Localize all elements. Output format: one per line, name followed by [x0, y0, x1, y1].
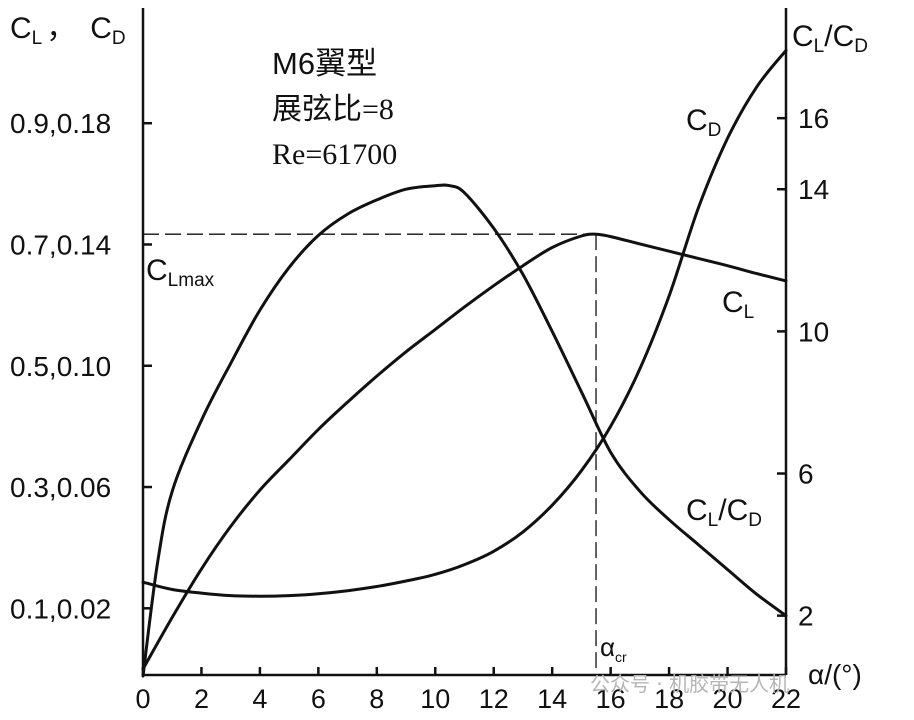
cl-curve — [141, 232, 788, 671]
series-label-cl: CL — [722, 286, 754, 323]
left-tick-label: 0.3,0.06 — [10, 472, 111, 503]
ticks: 0 2 4 6 8 10 12 14 16 18 20 22 0.1,0.02 0.3,0.06 0.5,0… — [10, 103, 829, 714]
x-axis-title: α/(°) — [808, 659, 862, 690]
x-tick-label: 14 — [537, 684, 567, 714]
x-tick-label: 18 — [654, 684, 684, 714]
x-tick-label: 0 — [135, 684, 150, 714]
clmax-label: CLmax — [146, 254, 215, 291]
left-tick-label: 0.1,0.02 — [10, 593, 111, 624]
right-tick-label: 16 — [798, 103, 829, 134]
cl-cd-ratio-curve — [141, 183, 788, 678]
airfoil-name: M6翼型 — [272, 46, 377, 81]
right-axis-title: CL/CD — [792, 20, 868, 57]
x-tick-label: 16 — [596, 684, 626, 714]
series-label-cd: CD — [686, 104, 721, 141]
right-tick-label: 2 — [798, 601, 814, 632]
x-tick-label: 22 — [771, 684, 801, 714]
right-tick-label: 6 — [798, 459, 814, 490]
x-tick-label: 4 — [252, 684, 267, 714]
series-label-clcd: CL/CD — [686, 494, 762, 531]
x-tick-label: 2 — [194, 684, 209, 714]
right-tick-label: 14 — [798, 174, 829, 205]
left-axis-title: CL， CD — [10, 12, 126, 49]
left-tick-label: 0.9,0.18 — [10, 108, 111, 139]
right-tick-label: 10 — [798, 316, 829, 347]
left-tick-label: 0.5,0.10 — [10, 351, 111, 382]
left-tick-label: 0.7,0.14 — [10, 229, 111, 260]
cd-curve — [141, 48, 788, 598]
x-tick-label: 12 — [479, 684, 509, 714]
watermark: 公众号 · 机胶带无人机 — [590, 672, 790, 696]
clmax-guides — [143, 233, 597, 675]
x-tick-label: 6 — [311, 684, 326, 714]
x-tick-label: 10 — [420, 684, 450, 714]
info-block: M6翼型 展弦比=8 Re=61700 — [272, 46, 397, 171]
aspect-ratio: 展弦比=8 — [272, 93, 394, 126]
reynolds-number: Re=61700 — [272, 138, 397, 171]
x-tick-label: 20 — [713, 684, 743, 714]
x-tick-label: 8 — [369, 684, 384, 714]
alpha-cr-label: αcr — [600, 632, 627, 665]
series-curves — [141, 48, 788, 678]
